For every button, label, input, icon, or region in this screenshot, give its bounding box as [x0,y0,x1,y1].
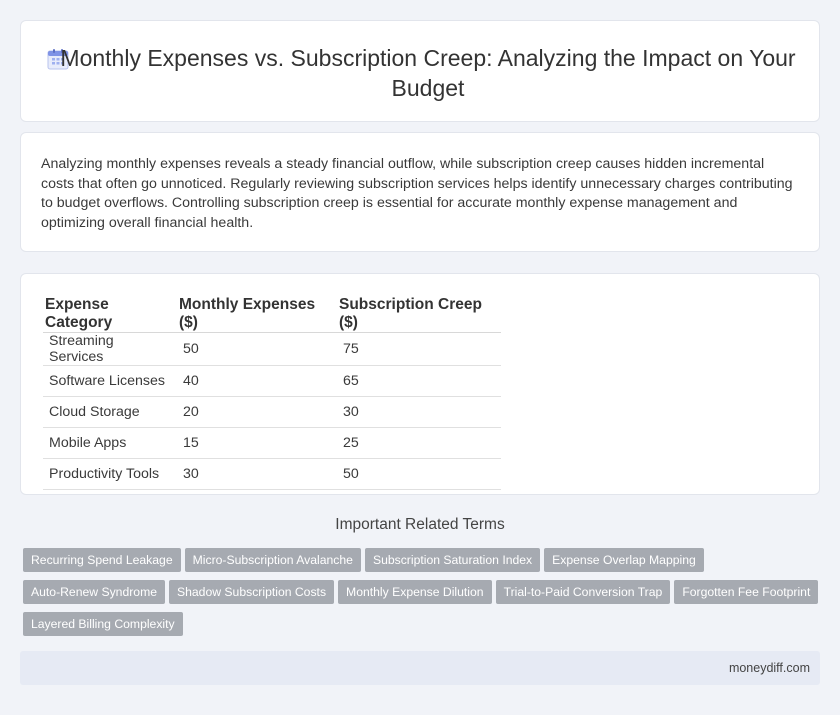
footer-brand[interactable]: moneydiff.com [728,661,810,675]
term-tag[interactable]: Recurring Spend Leakage [23,548,181,572]
term-tag[interactable]: Expense Overlap Mapping [544,548,704,572]
term-tag[interactable]: Forgotten Fee Footprint [674,580,819,604]
table-row: Cloud Storage 20 30 [43,396,501,428]
comparison-table: Expense Category Monthly Expenses ($) Su… [43,296,501,490]
table-cell: 30 [177,458,337,490]
term-tag[interactable]: Layered Billing Complexity [23,612,183,636]
table-cell: 50 [177,332,337,366]
term-tag[interactable]: Shadow Subscription Costs [169,580,335,604]
table-cell: 75 [337,332,501,366]
table-cell: 30 [337,396,501,428]
related-terms-list: Recurring Spend Leakage Micro-Subscriptio… [23,548,823,644]
table-cell: 40 [177,365,337,397]
table-cell: 20 [177,396,337,428]
column-header-creep: Subscription Creep ($) [337,296,501,333]
table-card: Expense Category Monthly Expenses ($) Su… [20,273,820,495]
table-cell: Productivity Tools [43,458,177,490]
table-cell: 25 [337,427,501,459]
table-cell: Cloud Storage [43,396,177,428]
calendar-icon [47,49,69,70]
table-cell: Streaming Services [43,332,177,366]
title-card: Monthly Expenses vs. Subscription Creep:… [20,20,820,122]
table-row: Streaming Services 50 75 [43,332,501,366]
term-tag[interactable]: Trial-to-Paid Conversion Trap [495,580,671,604]
table-cell: Mobile Apps [43,427,177,459]
table-row: Productivity Tools 30 50 [43,458,501,490]
description-card: Analyzing monthly expenses reveals a ste… [20,132,820,252]
column-header-monthly: Monthly Expenses ($) [177,296,337,333]
column-header-category: Expense Category [43,296,177,333]
table-cell: Software Licenses [43,365,177,397]
table-cell: 15 [177,427,337,459]
term-tag[interactable]: Micro-Subscription Avalanche [184,548,361,572]
related-terms-heading: Important Related Terms [335,516,505,533]
table-header-row: Expense Category Monthly Expenses ($) Su… [43,296,501,333]
table-cell: 65 [337,365,501,397]
table-cell: 50 [337,458,501,490]
table-row: Mobile Apps 15 25 [43,427,501,459]
page-title: Monthly Expenses vs. Subscription Creep:… [60,45,796,101]
term-tag[interactable]: Auto-Renew Syndrome [23,580,165,604]
description-text: Analyzing monthly expenses reveals a ste… [41,156,793,231]
table-row: Software Licenses 40 65 [43,365,501,397]
term-tag[interactable]: Subscription Saturation Index [364,548,541,572]
footer: moneydiff.com [20,651,820,685]
term-tag[interactable]: Monthly Expense Dilution [338,580,492,604]
